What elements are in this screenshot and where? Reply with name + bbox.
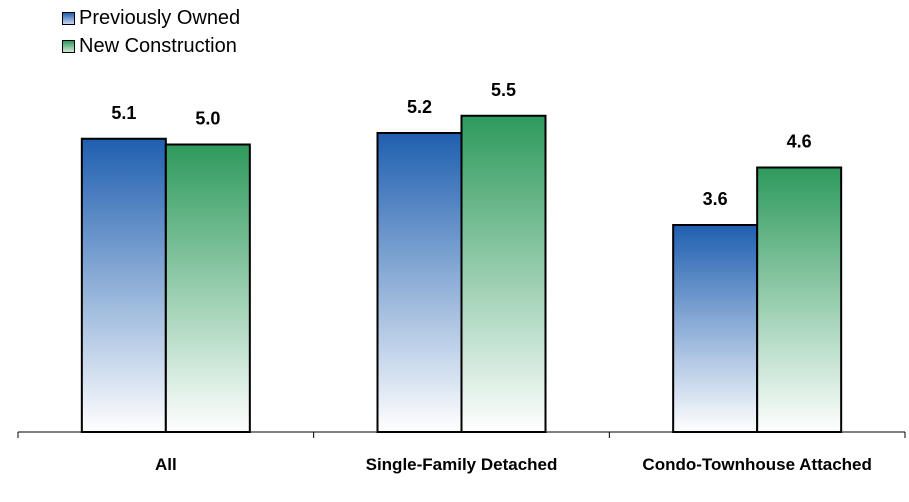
category-label-1: Single-Family Detached bbox=[366, 455, 558, 474]
data-labels-group: 5.1 5.0 5.2 5.5 3.6 4.6 bbox=[111, 80, 811, 209]
category-label-0: All bbox=[155, 455, 177, 474]
bar-new-construction-0 bbox=[164, 143, 251, 433]
data-label-new-construction-2: 4.6 bbox=[787, 132, 812, 152]
legend-swatch-previously-owned bbox=[62, 11, 75, 25]
category-label-2: Condo-Townhouse Attached bbox=[642, 455, 871, 474]
data-label-new-construction-1: 5.5 bbox=[491, 80, 516, 100]
data-label-previously-owned-1: 5.2 bbox=[407, 97, 432, 117]
x-axis-ticks bbox=[17, 432, 906, 438]
data-label-previously-owned-2: 3.6 bbox=[703, 189, 728, 209]
legend-label-previously-owned: Previously Owned bbox=[79, 6, 241, 29]
bar-previously-owned-1 bbox=[376, 132, 463, 433]
legend-item-new-construction: New Construction bbox=[62, 32, 240, 60]
bar-new-construction-1 bbox=[460, 114, 547, 433]
bars-group bbox=[80, 114, 843, 433]
category-labels-group: All Single-Family Detached Condo-Townhouse… bbox=[155, 455, 872, 474]
bar-previously-owned-0 bbox=[80, 137, 167, 433]
bar-new-construction-2 bbox=[756, 166, 843, 433]
data-label-previously-owned-0: 5.1 bbox=[111, 103, 136, 123]
legend-label-new-construction: New Construction bbox=[79, 34, 237, 57]
legend-swatch-new-construction bbox=[62, 39, 75, 53]
data-label-new-construction-0: 5.0 bbox=[195, 109, 220, 129]
legend-item-previously-owned: Previously Owned bbox=[62, 4, 240, 32]
legend: Previously Owned New Construction bbox=[62, 4, 240, 60]
bar-previously-owned-2 bbox=[672, 224, 759, 433]
